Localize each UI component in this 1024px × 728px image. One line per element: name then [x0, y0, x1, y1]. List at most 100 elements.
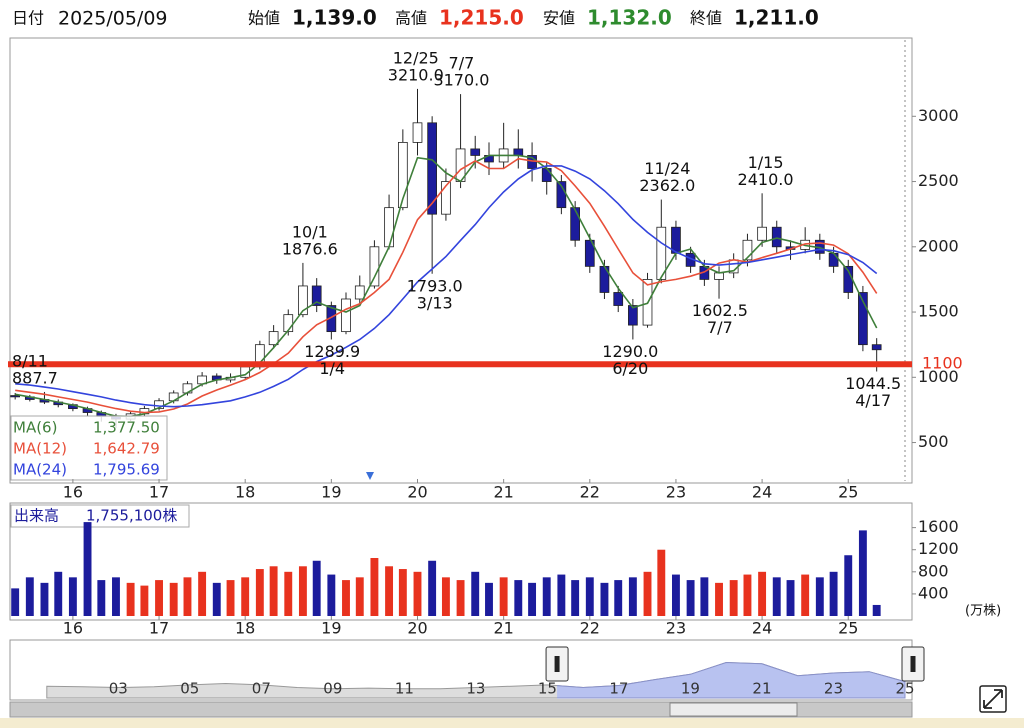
- field-value: 1,211.0: [734, 6, 819, 30]
- navigator-handle[interactable]: [901, 646, 925, 682]
- annotation-date: 7/7: [449, 54, 475, 73]
- x-tick-label: 20: [407, 483, 427, 502]
- annotation-date: 7/7: [707, 318, 733, 337]
- candle-body: [412, 122, 423, 143]
- candle-body: [470, 148, 481, 156]
- volume-bar: [671, 574, 680, 616]
- volume-bar: [758, 571, 767, 616]
- volume-bar: [198, 571, 207, 616]
- candle-body: [656, 226, 667, 280]
- navigator-tick-label: 11: [395, 680, 414, 698]
- x-tick-label: 19: [321, 483, 341, 502]
- candle-body: [541, 168, 552, 182]
- volume-bar: [801, 574, 810, 616]
- navigator-tick-label: 23: [824, 680, 843, 698]
- annotation-date: 10/1: [292, 222, 328, 241]
- volume-bar: [715, 582, 723, 616]
- x-tick-label: 19: [321, 619, 341, 638]
- volume-bar: [628, 577, 637, 616]
- annotation-value: 3210.0: [388, 65, 444, 84]
- candle-body: [326, 305, 337, 333]
- candle-body: [714, 272, 724, 280]
- legend-box: [10, 415, 168, 481]
- legend-name: MA(12): [13, 440, 67, 458]
- annotation-value: 887.7: [12, 368, 58, 387]
- navigator-handle[interactable]: [545, 646, 569, 682]
- volume-bar: [614, 580, 623, 616]
- price-line-label: 1100: [922, 354, 963, 373]
- annotation-value: 1602.5: [692, 301, 748, 320]
- y-tick-label: 2000: [918, 236, 959, 255]
- navigator-tick-label: 05: [180, 680, 199, 698]
- volume-bar: [183, 577, 192, 616]
- volume-bar: [155, 580, 163, 616]
- volume-bar: [40, 582, 49, 616]
- volume-bar: [600, 582, 609, 616]
- candle-body: [369, 246, 380, 287]
- navigator-tick-label: 25: [895, 680, 914, 698]
- volume-bar: [68, 577, 77, 616]
- volume-bar: [428, 560, 437, 616]
- candle-body: [154, 400, 164, 410]
- event-marker[interactable]: [366, 472, 374, 480]
- volume-bar: [499, 577, 508, 616]
- volume-bar: [844, 555, 853, 616]
- volume-bar: [456, 580, 465, 616]
- volume-bar: [97, 580, 106, 616]
- x-tick-label: 20: [407, 619, 427, 638]
- candle-body: [771, 226, 782, 248]
- navigator-tick-label: 15: [538, 680, 557, 698]
- x-tick-label: 24: [752, 483, 772, 502]
- candle-body: [584, 239, 595, 267]
- volume-bar: [298, 566, 307, 616]
- field-value: 1,139.0: [292, 6, 377, 30]
- candle-body: [828, 252, 839, 267]
- volume-bar: [872, 604, 881, 616]
- volume-bar: [83, 522, 92, 616]
- annotation-value: 3170.0: [433, 71, 489, 90]
- candle-body: [441, 181, 451, 215]
- legend-value: 1,642.79: [93, 440, 160, 458]
- handle-grip: [910, 656, 916, 672]
- volume-bar: [385, 566, 394, 616]
- annotation-value: 1793.0: [407, 276, 463, 295]
- volume-bar: [169, 582, 178, 616]
- volume-bar: [342, 580, 350, 616]
- annotation-value: 1876.6: [282, 239, 338, 258]
- annotation-date: 1/4: [319, 359, 345, 378]
- x-tick-label: 25: [838, 619, 858, 638]
- volume-bar: [657, 549, 666, 616]
- candle-body: [628, 305, 638, 326]
- candle-body: [871, 344, 882, 351]
- annotation-date: 12/25: [393, 48, 439, 67]
- volume-title-box: [10, 504, 190, 528]
- x-tick-label: 22: [580, 483, 600, 502]
- date: 2025/05/09: [58, 8, 168, 30]
- annotation-value: 1290.0: [602, 342, 658, 361]
- navigator-area-selected: [557, 661, 906, 699]
- volume-bar: [25, 577, 34, 616]
- annotation-date: 4/17: [855, 391, 891, 410]
- legend-value: 1,377.50: [93, 419, 160, 437]
- volume-bar: [557, 574, 566, 616]
- volume-bar: [485, 582, 493, 616]
- candle-body: [570, 207, 581, 241]
- expand-button[interactable]: [979, 685, 1007, 713]
- x-tick-label: 24: [752, 619, 772, 638]
- volume-bar: [54, 571, 63, 616]
- field-value: 1,132.0: [587, 6, 672, 30]
- x-tick-label: 23: [666, 483, 686, 502]
- volume-bar: [686, 580, 695, 616]
- volume-bar: [140, 585, 149, 616]
- volume-bar: [729, 580, 738, 616]
- volume-bar: [11, 588, 20, 616]
- volume-bar: [284, 571, 293, 616]
- navigator-tick-label: 03: [109, 680, 128, 698]
- candle-body: [268, 331, 279, 346]
- x-tick-label: 17: [149, 483, 169, 502]
- volume-bar: [355, 577, 364, 616]
- scrollbar-thumb[interactable]: [669, 702, 798, 717]
- y-tick-label: 3000: [918, 106, 959, 125]
- y-tick-label: 400: [918, 583, 949, 602]
